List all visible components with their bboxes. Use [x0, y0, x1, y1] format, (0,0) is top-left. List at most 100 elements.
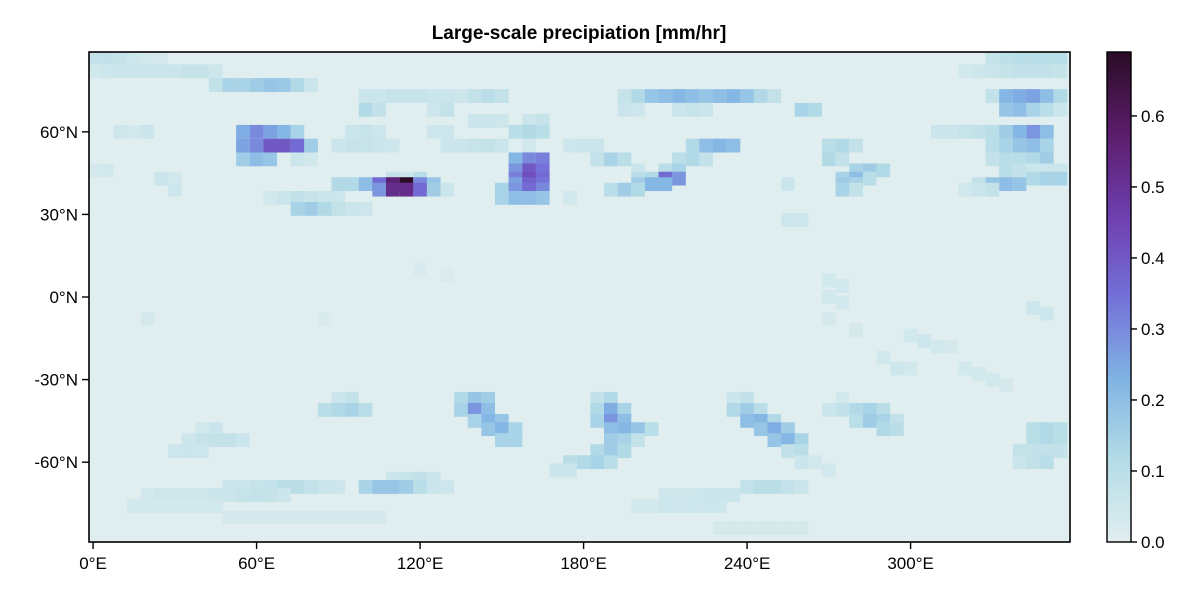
heatmap-cell	[276, 124, 291, 139]
heatmap-cell	[426, 89, 441, 103]
heatmap-cell	[685, 89, 700, 103]
heatmap-cell	[672, 171, 686, 186]
heatmap-cell	[236, 138, 250, 153]
colorbar-ticks: 0.0 0.1 0.2 0.3 0.4 0.5 0.6	[1131, 107, 1165, 552]
heatmap-cell	[249, 510, 264, 525]
heatmap-cell	[862, 171, 877, 186]
heatmap-cell	[345, 402, 359, 417]
heatmap-cell	[985, 64, 1000, 79]
heatmap-cell	[753, 422, 768, 437]
heatmap-cell	[958, 361, 972, 376]
heatmap-cell	[849, 323, 863, 337]
heatmap-cell	[263, 190, 278, 205]
x-axis: 0°E 60°E 120°E 180°E 240°E 300°E	[79, 542, 934, 573]
heatmap-cell	[440, 89, 455, 103]
heatmap-cell	[930, 124, 945, 139]
heatmap-cell	[385, 138, 400, 153]
heatmap-cell	[590, 152, 605, 167]
heatmap-cell	[603, 422, 618, 437]
heatmap-cell	[740, 402, 754, 417]
heatmap-cell	[399, 480, 414, 494]
heatmap-cell	[440, 480, 455, 494]
heatmap-cell	[1053, 433, 1068, 448]
heatmap-cell	[740, 480, 754, 494]
heatmap-cell	[835, 402, 850, 417]
heatmap-cell	[467, 413, 482, 428]
colorbar-tick-label: 0.5	[1141, 178, 1165, 197]
heatmap-cell	[1012, 124, 1027, 139]
heatmap-cell	[1053, 102, 1068, 117]
heatmap-cell	[195, 64, 209, 79]
heatmap-cell	[835, 138, 850, 153]
heatmap-cell	[440, 182, 455, 197]
heatmap-cell	[208, 499, 223, 514]
heatmap-cell	[358, 177, 373, 192]
heatmap-cell	[331, 402, 346, 417]
heatmap-cell	[971, 124, 986, 139]
heatmap-cell	[821, 463, 836, 478]
heatmap-cell	[876, 163, 891, 178]
heatmap-cell	[590, 391, 605, 406]
heatmap-cell	[644, 177, 659, 192]
heatmap-cell	[658, 499, 673, 514]
heatmap-cell	[903, 328, 918, 343]
heatmap-cell	[740, 391, 754, 406]
heatmap-cell	[385, 480, 400, 494]
heatmap-cell	[494, 113, 509, 128]
heatmap-cell	[508, 124, 523, 139]
heatmap-cell	[222, 510, 237, 525]
heatmap-cell	[781, 433, 795, 448]
heatmap-cell	[1026, 152, 1041, 167]
heatmap-cell	[535, 113, 550, 128]
heatmap-cell	[1053, 64, 1068, 79]
heatmap-cell	[821, 290, 836, 304]
heatmap-cell	[372, 89, 387, 103]
heatmap-cell	[372, 138, 387, 153]
heatmap-cell	[1039, 306, 1054, 321]
y-tick-label: 0°N	[49, 288, 78, 307]
heatmap-cell	[794, 213, 809, 227]
x-tick-label: 60°E	[238, 554, 275, 573]
heatmap-cell	[181, 433, 196, 448]
colorbar-tick-label: 0.2	[1141, 391, 1165, 410]
heatmap-cell	[712, 499, 727, 514]
heatmap-cell	[331, 510, 346, 525]
heatmap-cell	[399, 182, 414, 197]
heatmap-cell	[426, 124, 441, 139]
heatmap-cell	[821, 273, 836, 288]
heatmap-cell	[127, 52, 141, 65]
heatmap-cell	[603, 152, 618, 167]
heatmap-cell	[821, 138, 836, 153]
heatmap-cell	[154, 488, 169, 503]
heatmap-cell	[208, 422, 223, 437]
heatmap-cell	[167, 171, 182, 186]
heatmap-cell	[290, 480, 305, 494]
heatmap-cell	[372, 480, 387, 494]
heatmap-cell	[358, 102, 373, 117]
heatmap-cell	[753, 480, 768, 494]
heatmap-cell	[849, 413, 863, 428]
heatmap-cell	[821, 402, 836, 417]
heatmap-cell	[767, 480, 782, 494]
heatmap-cell	[263, 488, 278, 503]
heatmap-cell	[331, 177, 346, 192]
heatmap-cell	[113, 52, 128, 65]
heatmap-cell	[672, 89, 686, 103]
heatmap-cell	[127, 499, 141, 514]
heatmap-cell	[999, 102, 1013, 117]
colorbar-tick-label: 0.4	[1141, 249, 1165, 268]
heatmap-cell	[345, 202, 359, 216]
heatmap-cell	[1039, 138, 1054, 153]
heatmap-cell	[672, 488, 686, 503]
heatmap-cell	[1012, 455, 1027, 470]
heatmap-cell	[985, 182, 1000, 197]
heatmap-cell	[181, 64, 196, 79]
heatmap-cell	[167, 499, 182, 514]
heatmap-cell	[181, 488, 196, 503]
heatmap-cell	[576, 138, 591, 153]
heatmap-cell	[522, 124, 536, 139]
heatmap-cell	[263, 510, 278, 525]
heatmap-cell	[222, 78, 237, 92]
heatmap-cell	[1039, 52, 1054, 65]
heatmap-cell	[494, 422, 509, 437]
